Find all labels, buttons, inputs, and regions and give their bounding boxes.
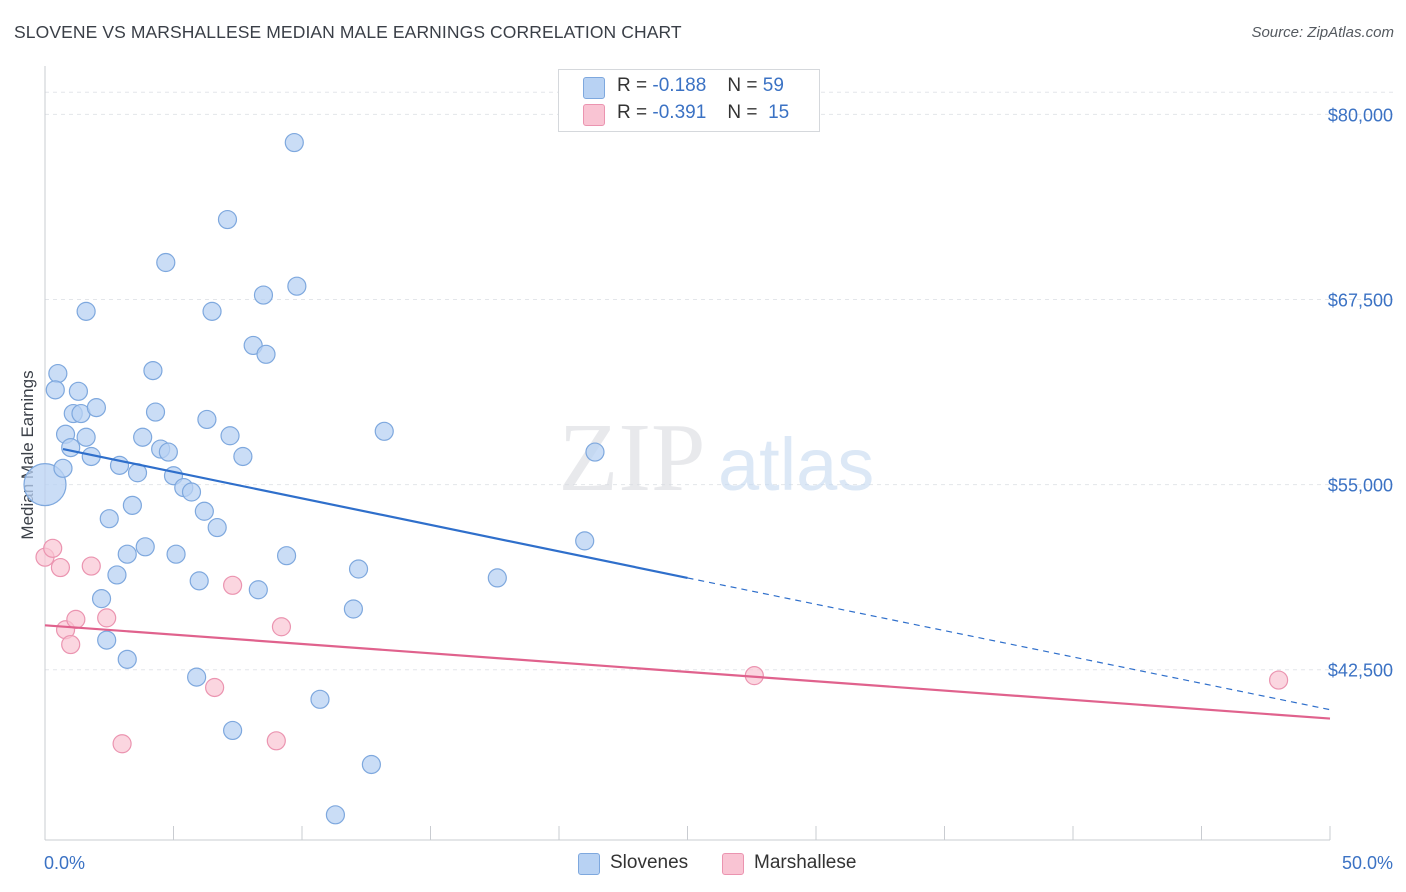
marshallese-point	[224, 576, 242, 594]
slovenes-point	[257, 345, 275, 363]
slovenes-point	[123, 496, 141, 514]
slovenes-point	[87, 399, 105, 417]
slovenes-point	[100, 510, 118, 528]
series-legend: Slovenes Marshallese	[0, 851, 1406, 877]
marshallese-point	[206, 678, 224, 696]
n-label: N =	[727, 75, 757, 96]
slovenes-point	[221, 427, 239, 445]
marshallese-point	[51, 559, 69, 577]
watermark-zip: ZIP	[559, 404, 706, 512]
slovenes-point	[147, 403, 165, 421]
slovenes-point	[576, 532, 594, 550]
correlation-legend: R = -0.188 N = 59 R = -0.391 N = 15	[558, 69, 820, 132]
slovenes-point	[218, 211, 236, 229]
slovenes-point	[134, 428, 152, 446]
marshallese-point	[67, 610, 85, 628]
slovenes-point	[62, 439, 80, 457]
gridlines	[45, 92, 1393, 670]
slovenes-legend-swatch	[578, 853, 600, 875]
marshallese-point	[1270, 671, 1288, 689]
n-label: N =	[727, 102, 757, 123]
marshallese-point	[62, 636, 80, 654]
slovenes-point	[188, 668, 206, 686]
y-tick-labels: $42,500 $55,000 $67,500 $80,000	[1328, 105, 1393, 680]
marshallese-point	[113, 735, 131, 753]
marshallese-point	[272, 618, 290, 636]
marshallese-point	[267, 732, 285, 750]
scatter-chart: ZIP atlas $42,500$55,000$67,500$80,000 0…	[0, 0, 1406, 892]
slovenes-point	[586, 443, 604, 461]
slovenes-swatch	[583, 77, 605, 99]
slovenes-point	[77, 302, 95, 320]
slovenes-point	[375, 422, 393, 440]
slovenes-point	[93, 590, 111, 608]
slovenes-point	[311, 690, 329, 708]
slovenes-point	[198, 410, 216, 428]
slovenes-point	[54, 459, 72, 477]
r-value: -0.188	[652, 75, 706, 96]
slovenes-point	[144, 362, 162, 380]
watermark: ZIP atlas	[559, 404, 875, 512]
slovenes-point	[159, 443, 177, 461]
slovenes-point	[190, 572, 208, 590]
marshallese-trendline	[45, 625, 1330, 718]
y-tick-label: $80,000	[1328, 105, 1393, 125]
slovenes-point	[157, 254, 175, 272]
slovenes-point	[224, 721, 242, 739]
marshallese-point	[44, 539, 62, 557]
slovenes-point	[249, 581, 267, 599]
slovenes-point	[285, 134, 303, 152]
r-label: R =	[617, 75, 647, 96]
marshallese-legend-swatch	[722, 853, 744, 875]
slovenes-point	[208, 519, 226, 537]
slovenes-point	[288, 277, 306, 295]
marshallese-legend-label: Marshallese	[754, 852, 856, 874]
slovenes-point	[108, 566, 126, 584]
y-tick-label: $42,500	[1328, 661, 1393, 681]
slovenes-point	[49, 365, 67, 383]
n-value: 59	[763, 75, 784, 96]
slovenes-point	[77, 428, 95, 446]
slovenes-point	[362, 755, 380, 773]
y-tick-label: $55,000	[1328, 476, 1393, 496]
slovenes-trendline-extension	[688, 578, 1331, 710]
slovenes-point	[203, 302, 221, 320]
marshallese-point	[98, 609, 116, 627]
slovenes-point	[98, 631, 116, 649]
slovenes-point	[69, 382, 87, 400]
slovenes-point	[254, 286, 272, 304]
slovenes-point	[278, 547, 296, 565]
series-slovenes	[24, 134, 604, 824]
slovenes-point	[488, 569, 506, 587]
slovenes-point	[46, 381, 64, 399]
slovenes-point	[350, 560, 368, 578]
y-axis-label: Median Male Earnings	[18, 370, 37, 539]
watermark-atlas: atlas	[718, 423, 874, 506]
slovenes-point	[118, 650, 136, 668]
slovenes-point	[182, 483, 200, 501]
n-value: 15	[768, 102, 789, 123]
slovenes-legend-label: Slovenes	[610, 852, 688, 874]
slovenes-point	[234, 447, 252, 465]
slovenes-point	[167, 545, 185, 563]
r-value: -0.391	[652, 102, 706, 123]
slovenes-point	[118, 545, 136, 563]
r-label: R =	[617, 102, 647, 123]
series-marshallese	[36, 539, 1288, 752]
y-tick-label: $67,500	[1328, 291, 1393, 311]
slovenes-point	[136, 538, 154, 556]
slovenes-point	[326, 806, 344, 824]
slovenes-point	[195, 502, 213, 520]
marshallese-swatch	[583, 104, 605, 126]
marshallese-point	[82, 557, 100, 575]
slovenes-point	[344, 600, 362, 618]
